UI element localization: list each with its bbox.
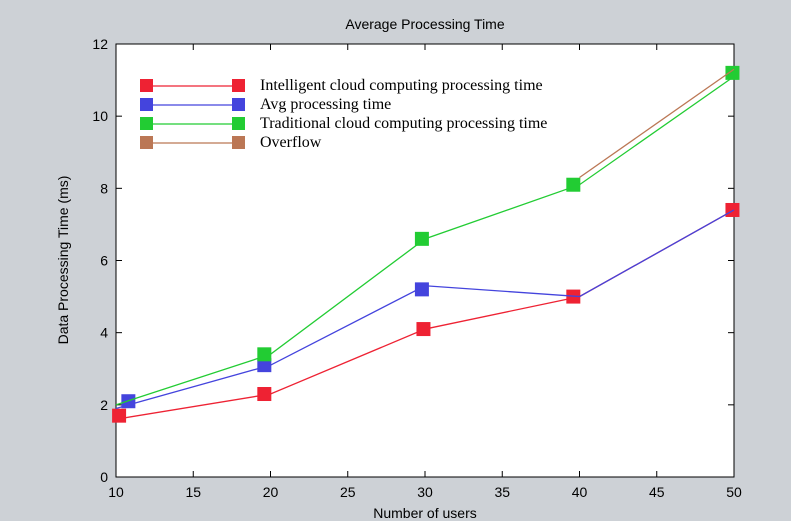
series-marker-0: [725, 202, 740, 217]
legend-marker: [232, 79, 245, 92]
legend-marker: [232, 98, 245, 111]
y-tick-label: 12: [92, 36, 108, 52]
legend: Intelligent cloud computing processing t…: [140, 77, 547, 151]
x-tick-label: 20: [263, 484, 279, 500]
x-tick-label: 50: [726, 484, 742, 500]
x-tick-label: 35: [494, 484, 510, 500]
x-axis-label: Number of users: [373, 505, 476, 521]
series-marker-0: [257, 387, 272, 402]
series-marker-0: [112, 408, 127, 423]
series-marker-1: [414, 282, 429, 297]
legend-marker: [140, 117, 153, 130]
series-marker-2: [257, 347, 272, 362]
series-line-3: [579, 68, 735, 179]
y-tick-label: 4: [100, 325, 108, 341]
legend-label: Avg processing time: [260, 96, 391, 113]
plot-area: [115, 43, 735, 478]
y-tick-label: 10: [92, 108, 108, 124]
y-tick-label: 6: [100, 253, 108, 269]
series-marker-0: [416, 322, 431, 337]
x-tick-label: 40: [572, 484, 588, 500]
series-marker-2: [414, 231, 429, 246]
legend-marker: [140, 98, 153, 111]
chart-title: Average Processing Time: [345, 16, 504, 32]
legend-marker: [140, 79, 153, 92]
y-tick-label: 0: [100, 469, 108, 485]
legend-marker: [140, 136, 153, 149]
legend-marker: [232, 117, 245, 130]
y-axis-label: Data Processing Time (ms): [55, 176, 71, 345]
series-lines: [112, 65, 740, 423]
legend-label: Intelligent cloud computing processing t…: [260, 77, 543, 94]
x-tick-label: 25: [340, 484, 356, 500]
legend-label: Overflow: [260, 134, 322, 151]
x-tick-label: 10: [108, 484, 124, 500]
series-marker-1: [257, 358, 272, 373]
x-tick-label: 30: [417, 484, 433, 500]
x-tick-label: 15: [185, 484, 201, 500]
axis-ticks: 10 15 20 25 30 35 40 45 50 0 2 4 6 8 10 12: [92, 36, 742, 500]
legend-label: Traditional cloud computing processing t…: [260, 115, 547, 132]
legend-marker: [232, 136, 245, 149]
series-marker-2: [725, 65, 740, 80]
y-tick-label: 8: [100, 180, 108, 196]
y-tick-label: 2: [100, 397, 108, 413]
series-marker-2: [566, 177, 581, 192]
x-tick-label: 45: [649, 484, 665, 500]
